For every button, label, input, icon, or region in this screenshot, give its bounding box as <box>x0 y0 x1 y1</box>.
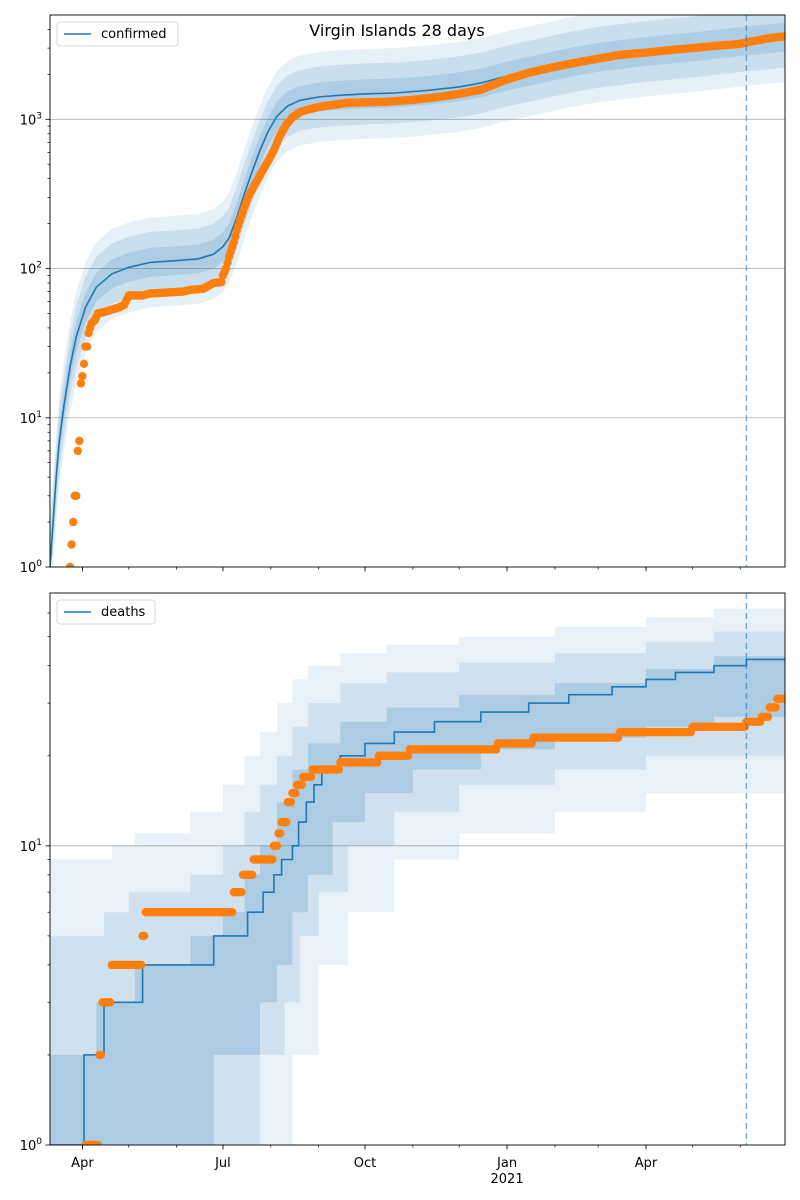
deaths-observed-point <box>228 908 237 917</box>
deaths-observed-point <box>763 712 773 721</box>
confirmed-axes-frame <box>49 14 786 568</box>
x-tick-label: Jan <box>496 1156 517 1171</box>
confirmed-observed-point <box>72 491 81 500</box>
confirmed-observed-point <box>78 372 87 381</box>
deaths-model-line <box>50 658 785 1145</box>
x-tick-year-label: 2021 <box>491 1172 524 1187</box>
confirmed-y-tick-label: 102 <box>20 261 42 278</box>
confirmed-legend-label: confirmed <box>101 27 167 42</box>
deaths-y-tick-label: 100 <box>20 1137 43 1154</box>
confirmed-observed-point <box>67 540 76 549</box>
deaths-observed-point <box>106 998 115 1007</box>
deaths-observed-point <box>771 703 780 712</box>
confirmed-observed-point <box>82 342 92 351</box>
confirmed-observed-point <box>780 32 785 41</box>
deaths-observed-point <box>272 841 282 850</box>
deaths-observed-point <box>780 694 785 703</box>
deaths-observed-point <box>268 855 277 864</box>
deaths-observed-point <box>248 870 257 879</box>
x-tick-label: Apr <box>71 1156 94 1171</box>
deaths-observed-point <box>282 817 291 827</box>
deaths-legend-box <box>56 599 156 625</box>
deaths-panel: 100 101 deaths <box>20 592 786 1154</box>
deaths-observed-point <box>93 1140 103 1145</box>
confirmed-observed-point <box>73 446 83 456</box>
deaths-legend: deaths <box>56 599 156 625</box>
confirmed-observed-point <box>65 562 75 567</box>
deaths-observed-point <box>334 765 343 774</box>
deaths-axes-frame <box>49 592 786 1146</box>
confirmed-legend-box <box>56 21 179 47</box>
deaths-observed-point <box>136 960 146 970</box>
deaths-observed-point <box>96 1050 106 1060</box>
x-tick-label: Jul <box>214 1156 231 1171</box>
confirmed-y-tick-label: 103 <box>20 111 42 128</box>
deaths-observed-point <box>404 751 413 760</box>
deaths-plot-area <box>50 596 785 1145</box>
deaths-observed-point <box>373 758 382 767</box>
deaths-y-tick-label: 101 <box>20 838 42 855</box>
confirmed-legend: confirmed <box>56 21 179 47</box>
confirmed-panel: 100 101 102 103 confirmed <box>20 14 786 576</box>
confirmed-y-tick-label: 100 <box>20 559 43 576</box>
deaths-observed-point <box>275 829 285 838</box>
confirmed-observed-point <box>69 517 78 527</box>
deaths-observed-point <box>306 772 316 782</box>
x-tick-label: Apr <box>635 1156 658 1171</box>
deaths-observed-point <box>140 931 149 941</box>
deaths-observed-point <box>291 788 300 798</box>
deaths-band-1 <box>50 622 785 1145</box>
confirmed-y-tick-label: 101 <box>20 410 42 427</box>
confirmed-plot-area <box>50 15 785 567</box>
confirmed-observed-point <box>217 278 226 287</box>
confirmed-observed-point <box>79 359 89 368</box>
confirmed-band-1 <box>50 15 785 567</box>
deaths-legend-label: deaths <box>101 605 146 620</box>
figure-title: Virgin Islands 28 days <box>309 21 484 40</box>
deaths-band-2 <box>50 647 785 1145</box>
confirmed-observed-point <box>75 436 84 446</box>
confirmed-observed-point <box>76 379 86 388</box>
deaths-observed-point <box>297 780 306 789</box>
x-tick-label: Oct <box>354 1156 376 1171</box>
deaths-observed-point <box>286 797 296 807</box>
deaths-observed-point <box>237 888 246 897</box>
